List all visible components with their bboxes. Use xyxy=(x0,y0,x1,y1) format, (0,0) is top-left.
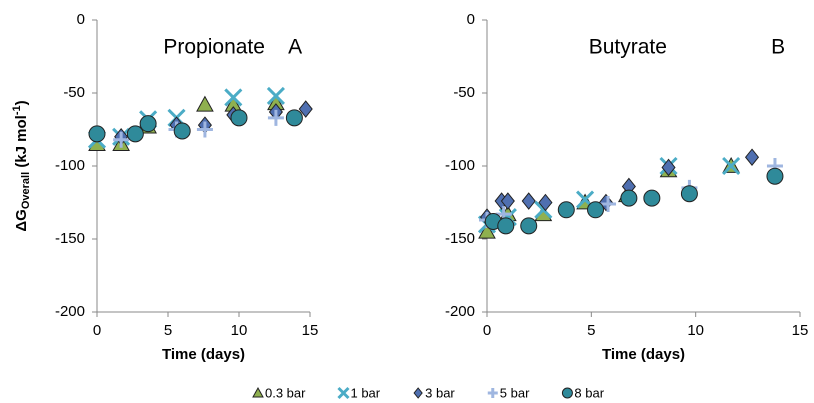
point xyxy=(196,95,214,112)
legend-label: 5 bar xyxy=(500,385,530,400)
y-tick-label: -200 xyxy=(445,303,475,320)
point xyxy=(126,125,144,143)
x-tick-label: 5 xyxy=(164,322,172,339)
x-tick-label: 0 xyxy=(93,322,101,339)
x-axis-label: Time (days) xyxy=(602,346,685,363)
legend-marker xyxy=(487,388,498,398)
point xyxy=(113,131,130,148)
point xyxy=(557,201,575,219)
y-axis-label-part: ) xyxy=(13,100,30,105)
point xyxy=(497,217,515,235)
panel-label: A xyxy=(288,36,302,59)
point xyxy=(722,156,741,176)
point xyxy=(298,100,313,118)
point xyxy=(620,189,638,207)
point xyxy=(88,125,106,143)
y-tick-label: -100 xyxy=(55,157,85,174)
point xyxy=(478,222,496,239)
point xyxy=(139,115,157,133)
x-tick-label: 15 xyxy=(792,322,809,339)
point xyxy=(600,195,617,212)
annotation: Butyrate xyxy=(589,36,667,59)
point xyxy=(224,88,243,107)
y-axis-label-part: ΔG xyxy=(13,209,30,231)
y-tick-label: -150 xyxy=(445,230,475,247)
point xyxy=(766,167,784,185)
point xyxy=(587,201,605,219)
y-tick-label: 0 xyxy=(77,11,85,28)
x-tick-label: 10 xyxy=(231,322,248,339)
legend-label: 1 bar xyxy=(350,385,380,400)
x-tick-label: 0 xyxy=(483,322,491,339)
point xyxy=(661,158,676,177)
point xyxy=(643,189,661,207)
legend-marker xyxy=(413,387,423,399)
y-tick-label: -100 xyxy=(445,157,475,174)
annotation: Propionate xyxy=(163,36,265,59)
y-tick-label: -200 xyxy=(55,303,85,320)
point xyxy=(266,86,285,105)
x-tick-label: 10 xyxy=(687,322,704,339)
point xyxy=(521,192,536,210)
point xyxy=(173,122,191,140)
legend-marker xyxy=(337,386,350,400)
y-axis-label-part: -1 xyxy=(11,105,23,115)
y-tick-label: -50 xyxy=(63,84,85,101)
point xyxy=(520,217,538,235)
point xyxy=(744,148,760,167)
point xyxy=(500,192,515,210)
point xyxy=(538,193,553,212)
y-tick-label: 0 xyxy=(467,11,475,28)
point xyxy=(230,109,248,127)
x-axis-label: Time (days) xyxy=(162,346,245,363)
y-axis-label-part: Overall xyxy=(20,172,32,209)
point xyxy=(680,185,698,203)
y-tick-label: -50 xyxy=(453,84,475,101)
legend-label: 8 bar xyxy=(574,385,604,400)
y-axis-label: ΔGOverall (kJ mol-1) xyxy=(11,100,32,231)
legend-marker xyxy=(561,387,573,399)
legend-label: 3 bar xyxy=(425,385,455,400)
y-axis-label-part: (kJ mol xyxy=(13,115,30,172)
x-tick-label: 15 xyxy=(302,322,319,339)
legend-marker xyxy=(252,386,264,398)
x-tick-label: 5 xyxy=(587,322,595,339)
point xyxy=(285,109,303,127)
legend-label: 0.3 bar xyxy=(265,385,306,400)
panel-label: B xyxy=(771,36,785,59)
y-tick-label: -150 xyxy=(55,230,85,247)
point xyxy=(267,109,284,126)
point xyxy=(196,121,213,138)
